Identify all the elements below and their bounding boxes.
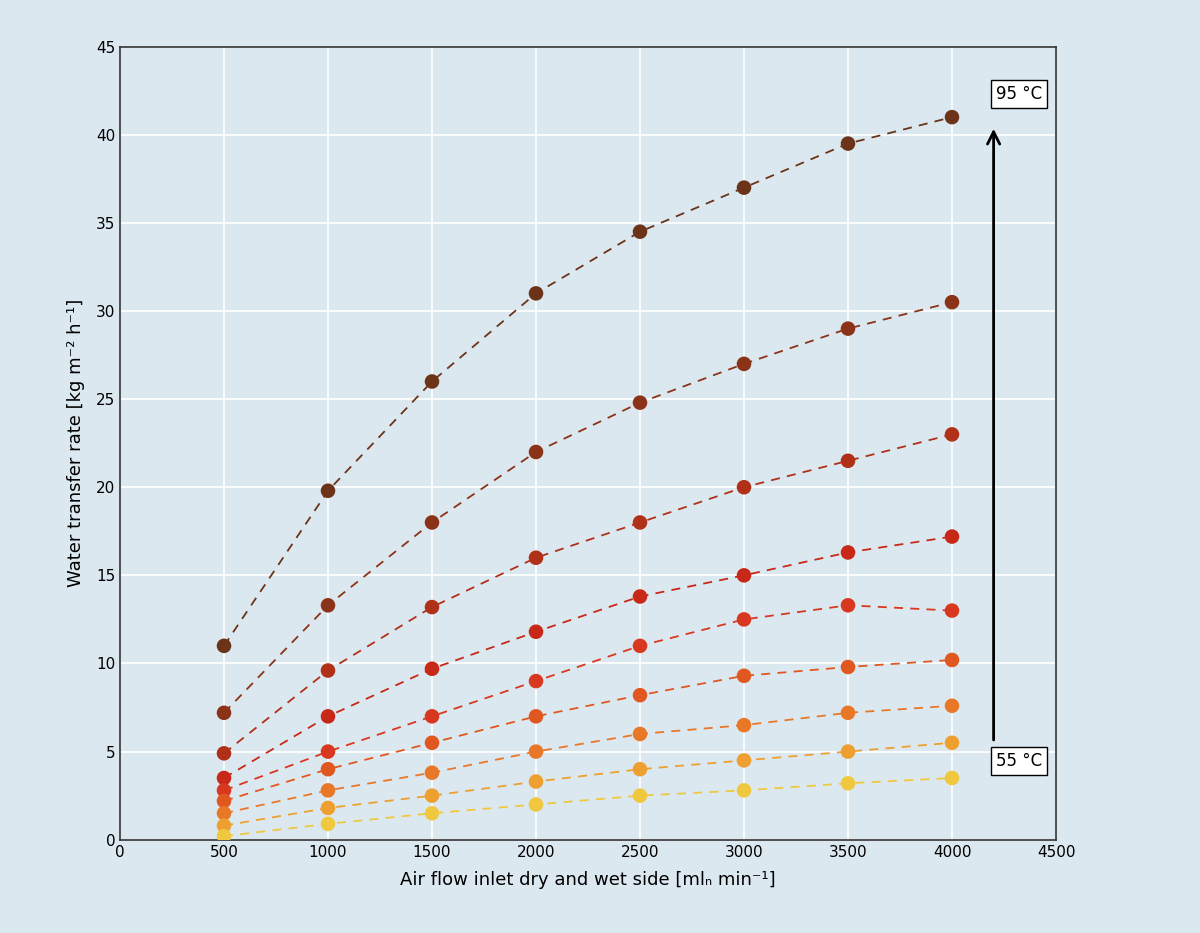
Point	[942, 295, 961, 310]
Point	[734, 783, 754, 798]
Point	[527, 745, 546, 759]
Point	[734, 668, 754, 683]
Point	[422, 735, 442, 750]
Point	[942, 529, 961, 544]
Point	[527, 709, 546, 724]
Y-axis label: Water transfer rate [kg m⁻² h⁻¹]: Water transfer rate [kg m⁻² h⁻¹]	[67, 299, 85, 587]
Point	[942, 771, 961, 786]
Point	[630, 638, 649, 653]
Point	[318, 801, 337, 815]
Point	[630, 224, 649, 239]
Point	[734, 717, 754, 732]
Point	[527, 624, 546, 639]
Point	[839, 453, 858, 468]
Point	[630, 727, 649, 742]
Point	[318, 816, 337, 831]
Point	[527, 674, 546, 689]
X-axis label: Air flow inlet dry and wet side [mlₙ min⁻¹]: Air flow inlet dry and wet side [mlₙ min…	[400, 870, 776, 888]
Point	[630, 396, 649, 411]
Point	[527, 285, 546, 300]
Point	[422, 600, 442, 615]
Point	[942, 735, 961, 750]
Point	[318, 745, 337, 759]
Point	[942, 427, 961, 442]
Point	[630, 515, 649, 530]
Point	[839, 776, 858, 791]
Point	[318, 483, 337, 498]
Point	[734, 568, 754, 583]
Point	[942, 110, 961, 125]
Point	[839, 545, 858, 560]
Point	[839, 598, 858, 613]
Point	[318, 663, 337, 678]
Point	[318, 783, 337, 798]
Point	[527, 444, 546, 459]
Point	[318, 709, 337, 724]
Point	[215, 793, 234, 808]
Text: 55 °C: 55 °C	[996, 752, 1042, 770]
Point	[422, 515, 442, 530]
Point	[318, 761, 337, 776]
Point	[215, 818, 234, 833]
Point	[734, 180, 754, 195]
Point	[527, 774, 546, 789]
Point	[734, 356, 754, 371]
Point	[630, 589, 649, 604]
Point	[422, 806, 442, 821]
Point	[839, 321, 858, 336]
Point	[215, 705, 234, 720]
Point	[527, 797, 546, 812]
Point	[422, 709, 442, 724]
Point	[215, 806, 234, 821]
Point	[215, 638, 234, 653]
Point	[422, 765, 442, 780]
Point	[734, 480, 754, 494]
Point	[215, 829, 234, 843]
Point	[215, 771, 234, 786]
Point	[630, 761, 649, 776]
Point	[422, 788, 442, 803]
Point	[734, 753, 754, 768]
Point	[630, 788, 649, 803]
Point	[318, 598, 337, 613]
Point	[942, 652, 961, 667]
Point	[630, 688, 649, 703]
Point	[215, 783, 234, 798]
Point	[215, 745, 234, 760]
Point	[422, 374, 442, 389]
Point	[942, 698, 961, 713]
Point	[839, 705, 858, 720]
Point	[839, 136, 858, 151]
Point	[839, 745, 858, 759]
Point	[527, 550, 546, 565]
Point	[734, 612, 754, 627]
Point	[942, 603, 961, 618]
Point	[839, 660, 858, 675]
Point	[422, 661, 442, 676]
Text: 95 °C: 95 °C	[996, 85, 1042, 103]
